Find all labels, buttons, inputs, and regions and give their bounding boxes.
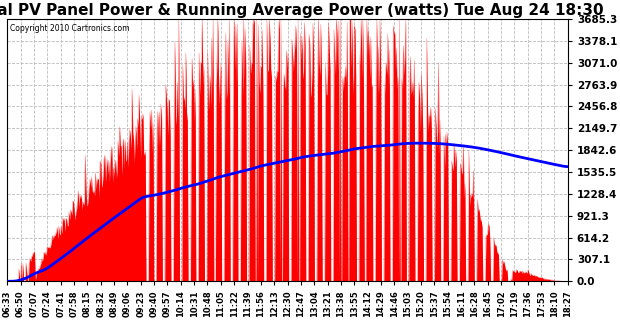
Text: Copyright 2010 Cartronics.com: Copyright 2010 Cartronics.com: [10, 24, 130, 33]
Title: Total PV Panel Power & Running Average Power (watts) Tue Aug 24 18:30: Total PV Panel Power & Running Average P…: [0, 3, 604, 18]
